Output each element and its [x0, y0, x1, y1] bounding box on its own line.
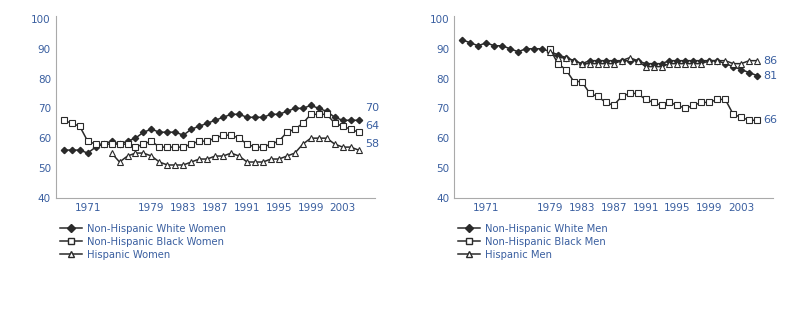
Text: 58: 58 — [365, 139, 379, 149]
Text: 81: 81 — [764, 70, 778, 81]
Text: 86: 86 — [764, 56, 778, 66]
Legend: Non-Hispanic White Men, Non-Hispanic Black Men, Hispanic Men: Non-Hispanic White Men, Non-Hispanic Bla… — [454, 219, 612, 263]
Text: 66: 66 — [764, 115, 778, 125]
Legend: Non-Hispanic White Women, Non-Hispanic Black Women, Hispanic Women: Non-Hispanic White Women, Non-Hispanic B… — [56, 219, 230, 263]
Text: 70: 70 — [365, 103, 379, 113]
Text: 64: 64 — [365, 121, 379, 131]
